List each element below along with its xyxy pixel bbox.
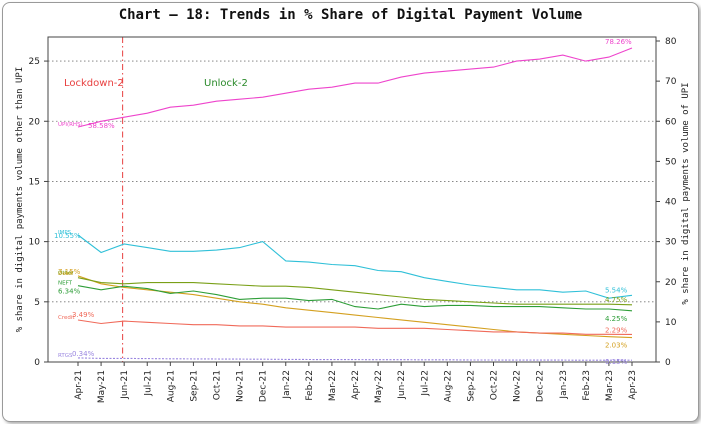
x-tick-label: May-21: [97, 370, 107, 403]
y-tick-label-left: 5: [34, 298, 40, 308]
x-tick-label: May-22: [374, 370, 384, 403]
y-tick-label-right: 30: [665, 238, 677, 248]
x-tick-label: Oct-21: [213, 370, 223, 400]
y-tick-label-right: 50: [665, 157, 677, 167]
x-tick-label: Jul-21: [143, 370, 153, 397]
x-tick-label: Apr-21: [74, 370, 84, 400]
y-tick-label-right: 60: [665, 117, 677, 127]
x-tick-label: Jun-21: [120, 370, 130, 400]
series-name-label: IMPS: [58, 230, 72, 236]
annotation-lockdown: Lockdown-2: [64, 78, 124, 89]
start-value-label: 6.34%: [58, 288, 81, 296]
y-tick-label-left: 0: [34, 358, 40, 368]
x-tick-label: Apr-23: [628, 370, 638, 400]
x-tick-label: Jan-23: [559, 370, 569, 400]
y-tick-label-right: 20: [665, 278, 677, 288]
start-value-label: 10.55%: [54, 232, 81, 240]
end-value-label: 4.25%: [605, 315, 628, 323]
x-tick-label: Feb-23: [582, 370, 592, 401]
series-line-neft: [77, 285, 633, 312]
x-tick-label: Sep-22: [466, 370, 476, 402]
series-line-upirhs: [77, 47, 633, 128]
start-value-label: 0.34%: [72, 350, 95, 358]
series-name-label: Debit: [58, 271, 74, 277]
x-tick-label: Apr-22: [351, 370, 361, 400]
x-tick-label: Jul-22: [420, 370, 430, 397]
y-axis-label-right: % share in digital payments volume of UP…: [681, 82, 691, 304]
plot-area: [47, 36, 657, 363]
series-lines: [77, 47, 633, 361]
x-tick-label: Mar-22: [328, 370, 338, 401]
y-tick-label-right: 0: [665, 358, 671, 368]
axes: 0 5 10 15 20 25 0 10 20 30 40 50 60 70 80 Apr-21 May-21 J…: [29, 36, 677, 403]
series-line-rtgs: [77, 357, 632, 361]
grid-lines: [48, 37, 656, 362]
x-tick-label: Nov-22: [513, 370, 523, 402]
end-value-label: 5.54%: [605, 286, 628, 294]
x-tick-label: Mar-23: [605, 370, 615, 401]
y-tick-label-right: 80: [665, 37, 677, 47]
series-name-label: NEFT: [58, 281, 73, 287]
x-tick-label: Jun-22: [397, 370, 407, 400]
x-tick-label: Aug-21: [166, 370, 176, 402]
x-tick-label: Sep-21: [189, 370, 199, 402]
y-axis-label-left: % share in digital payments volume other…: [15, 67, 25, 333]
x-tick-label: Aug-22: [443, 370, 453, 402]
y-tick-label-right: 10: [665, 318, 677, 328]
end-value-label: 4.75%: [605, 296, 628, 304]
series-name-label: Credit: [58, 315, 75, 321]
y-tick-label-right: 40: [665, 198, 677, 208]
y-tick-label-right: 70: [665, 77, 677, 87]
series-name-label: RTGS: [58, 353, 73, 359]
start-value-label: 3.49%: [72, 311, 95, 319]
series-name-label: UPI(RHS): [58, 122, 83, 128]
start-value-label: 7.15%: [58, 268, 81, 276]
start-value-label: 58.58%: [88, 122, 115, 130]
y-tick-label-left: 10: [29, 238, 41, 248]
x-tick-label: Dec-21: [259, 370, 269, 402]
end-value-label: 2.29%: [605, 326, 628, 334]
y-tick-label-left: 15: [29, 177, 40, 187]
series-line-credit: [77, 319, 633, 335]
series-line-imps: [77, 234, 633, 299]
annotation-unlock: Unlock-2: [204, 78, 248, 89]
y-tick-label-left: 25: [29, 57, 40, 67]
end-value-label: 78.26%: [605, 38, 632, 46]
end-value-label: 2.03%: [605, 342, 628, 350]
series-line-other: [77, 277, 633, 306]
x-tick-label: Dec-22: [536, 370, 546, 402]
x-tick-label: Oct-22: [490, 370, 500, 400]
y-tick-label-left: 20: [29, 117, 41, 127]
x-tick-label: Jan-22: [282, 370, 292, 400]
series-name-label: Other: [58, 271, 74, 277]
end-value-label: 0.15%: [605, 358, 628, 366]
x-tick-label: Nov-21: [236, 370, 246, 402]
x-tick-label: Feb-22: [305, 370, 315, 401]
chart-title: Chart – 18: Trends in % Share of Digital…: [118, 7, 583, 23]
